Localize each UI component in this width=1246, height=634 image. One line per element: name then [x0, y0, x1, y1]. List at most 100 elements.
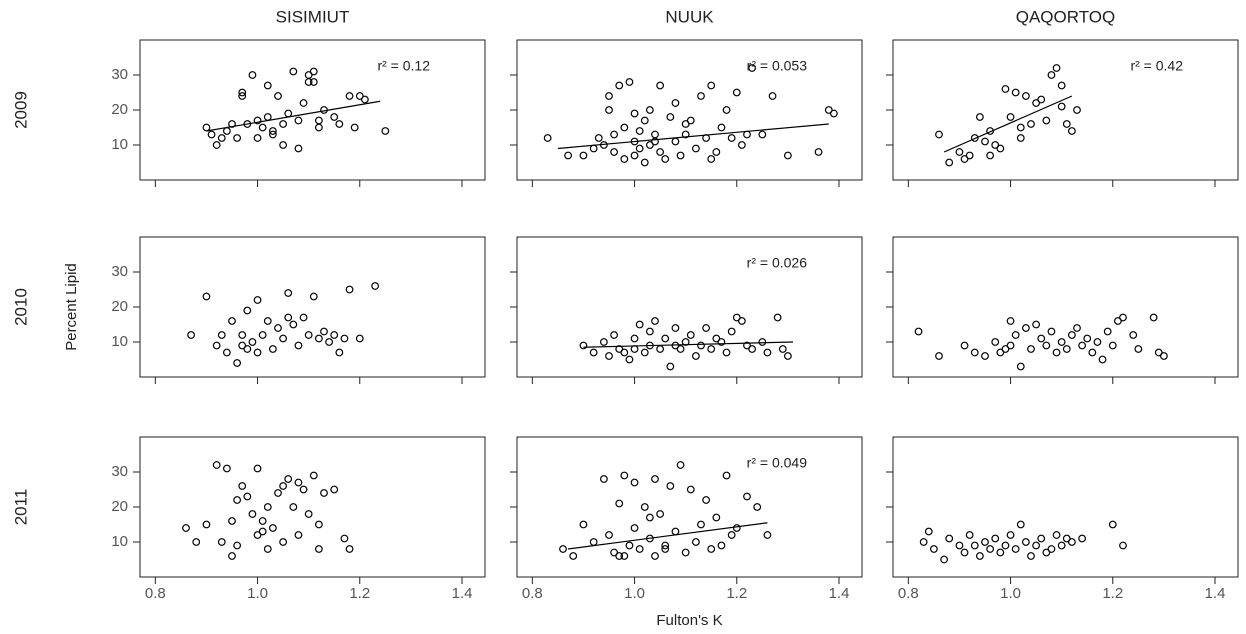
point — [986, 545, 995, 553]
point — [284, 313, 293, 322]
point — [258, 517, 267, 525]
point — [737, 141, 746, 149]
point — [253, 348, 262, 357]
point — [559, 545, 567, 553]
point — [1052, 531, 1061, 539]
point — [778, 345, 787, 353]
point — [975, 113, 984, 121]
r-squared: r² = 0.053 — [747, 58, 808, 74]
point — [630, 345, 639, 353]
point — [228, 317, 236, 325]
point — [279, 141, 288, 149]
point — [970, 134, 979, 142]
point — [294, 531, 303, 539]
point — [620, 348, 629, 357]
point — [258, 527, 267, 536]
point — [314, 116, 323, 125]
point — [691, 144, 700, 153]
point — [651, 130, 659, 139]
point — [1108, 520, 1117, 529]
point — [1027, 120, 1035, 128]
point — [625, 541, 634, 550]
point — [960, 155, 969, 163]
point — [610, 130, 619, 139]
point — [335, 348, 344, 357]
point — [1067, 331, 1076, 339]
point — [294, 116, 303, 125]
point — [975, 552, 984, 560]
point — [1057, 102, 1066, 111]
point — [238, 341, 247, 350]
point — [630, 478, 639, 487]
point — [924, 527, 933, 536]
point — [238, 482, 247, 490]
point — [1113, 317, 1122, 325]
y-tick-label: 20 — [111, 298, 128, 315]
point — [615, 345, 624, 353]
point — [1011, 545, 1020, 553]
point — [676, 345, 685, 353]
point — [681, 130, 690, 139]
point — [1021, 324, 1030, 332]
point — [294, 144, 303, 153]
point — [268, 345, 277, 353]
point — [309, 67, 318, 76]
point — [279, 482, 288, 490]
point — [589, 144, 598, 153]
column-title: QAQORTOQ — [1016, 7, 1116, 26]
point — [970, 348, 979, 357]
point — [355, 334, 364, 343]
point — [702, 496, 711, 504]
point — [579, 151, 588, 160]
point — [697, 520, 705, 529]
point — [340, 334, 349, 343]
point — [314, 334, 323, 343]
point — [645, 513, 654, 522]
point — [758, 130, 767, 139]
point — [263, 81, 272, 90]
point — [773, 313, 782, 322]
point — [299, 485, 308, 494]
point — [1016, 520, 1025, 529]
point — [1134, 345, 1143, 353]
row-label: 2011 — [11, 489, 30, 526]
point — [743, 341, 751, 350]
point — [1108, 341, 1117, 350]
point — [707, 345, 716, 353]
point — [1042, 548, 1051, 557]
point — [605, 352, 613, 360]
point — [345, 92, 354, 100]
plot-frame — [139, 436, 486, 578]
point — [248, 510, 257, 518]
point — [707, 81, 716, 90]
point — [929, 545, 938, 553]
point — [330, 485, 339, 494]
point — [294, 341, 303, 350]
point — [712, 334, 721, 343]
point — [289, 320, 298, 329]
point — [1103, 327, 1112, 336]
point — [217, 134, 226, 142]
point — [620, 155, 629, 163]
x-tick-label: 1.4 — [829, 585, 850, 602]
point — [610, 148, 619, 156]
point — [217, 331, 226, 339]
point — [630, 334, 639, 343]
point — [371, 282, 380, 290]
point — [233, 541, 242, 550]
y-axis-label: Percent Lipid — [63, 263, 80, 351]
point — [1062, 120, 1071, 128]
point — [284, 289, 293, 297]
point — [681, 548, 690, 557]
y-tick-label: 10 — [111, 136, 128, 153]
point — [651, 552, 659, 560]
point — [960, 548, 969, 557]
point — [656, 510, 665, 518]
point — [258, 331, 267, 339]
point — [651, 475, 659, 483]
point — [981, 538, 989, 546]
r-squared: r² = 0.026 — [747, 255, 808, 271]
x-axis-label: Fulton's K — [656, 612, 722, 629]
point — [620, 471, 629, 480]
point — [635, 144, 644, 153]
